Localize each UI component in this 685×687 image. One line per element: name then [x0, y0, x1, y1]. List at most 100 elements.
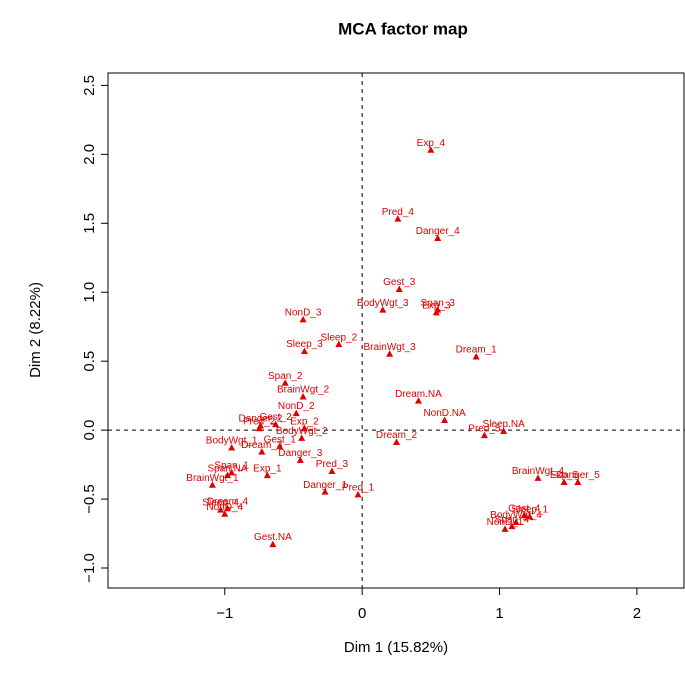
point: [508, 522, 516, 530]
point: [386, 350, 394, 357]
point-label: Gest_3: [383, 277, 416, 288]
point: [228, 468, 236, 476]
chart-title: MCA factor map: [338, 19, 468, 38]
point: [224, 471, 232, 479]
plot-frame: [107, 72, 685, 589]
point: [560, 478, 568, 486]
point: [281, 379, 289, 386]
point: [432, 308, 440, 316]
point-label: Danger_4: [416, 226, 460, 237]
point: [472, 353, 480, 360]
point: [228, 444, 236, 451]
point: [434, 234, 442, 241]
point-label: Danger_1: [303, 480, 347, 491]
y-tick-label: −0.5: [81, 484, 98, 514]
point: [221, 510, 229, 517]
point: [208, 481, 216, 488]
point: [379, 306, 387, 313]
point-label: Pred_1: [342, 483, 375, 494]
point-label: Dream_3: [241, 440, 283, 451]
point-label: BrainWgt_3: [364, 342, 417, 353]
point: [300, 347, 308, 355]
point-label: BrainWgt_2: [277, 385, 330, 396]
point: [258, 448, 266, 455]
y-tick-label: 0.5: [81, 351, 98, 372]
point-label: Gest_4: [508, 503, 541, 514]
point-label: BodyWgt_4: [490, 510, 542, 521]
x-axis-label: Dim 1 (15.82%): [344, 639, 448, 656]
y-tick-label: 1.0: [81, 282, 98, 303]
point: [520, 511, 528, 519]
point-label: Exp_2: [290, 416, 319, 427]
point-label: BrainWgt_4: [512, 466, 565, 477]
point: [394, 215, 402, 222]
point-label: Gest_2: [259, 412, 292, 423]
point: [501, 525, 509, 532]
x-tick-label: 1: [495, 605, 503, 622]
point: [298, 434, 306, 441]
point: [300, 424, 308, 432]
point: [395, 285, 403, 292]
point-label: Exp_5: [550, 470, 579, 481]
point: [335, 340, 343, 348]
point: [500, 427, 508, 435]
point-label: BodyWgt_2: [276, 426, 328, 437]
point-label: Pred_4: [382, 207, 415, 218]
point-label: Gest.NA: [254, 532, 292, 543]
point-label: Danger_5: [556, 470, 600, 481]
point-label: Span_4: [495, 514, 530, 525]
point: [574, 478, 582, 486]
y-tick-label: −1.0: [81, 553, 98, 583]
y-tick-label: 1.5: [81, 213, 98, 234]
point: [321, 488, 329, 495]
point-label: NonD.NA: [423, 408, 466, 419]
point: [255, 424, 263, 432]
point-label: Dream_4: [207, 496, 249, 507]
point-label: BodyWgt_1: [206, 436, 258, 447]
point-label: Dream_1: [456, 345, 498, 356]
point-label: NonD_3: [285, 307, 322, 318]
point: [276, 442, 284, 450]
point-label: Sleep_3: [286, 339, 323, 350]
point-label: Pred_3: [316, 459, 349, 470]
point-label: Sleep.NA: [483, 419, 526, 430]
point-label: Danger_2: [239, 414, 283, 425]
point: [299, 393, 307, 400]
point: [414, 397, 422, 404]
y-tick-label: 0.0: [81, 420, 98, 441]
point-label: Span.NA: [208, 463, 248, 474]
point-label: Exp_4: [417, 138, 446, 149]
point-label: NonD_1: [487, 517, 524, 528]
point: [263, 471, 271, 479]
point: [512, 518, 520, 526]
point-label: Sleep_2: [320, 332, 357, 343]
point: [427, 146, 435, 153]
point: [441, 416, 449, 423]
point-label: Pred_2: [243, 416, 276, 427]
y-tick-label: 2.0: [81, 144, 98, 165]
x-tick-label: 2: [633, 605, 641, 622]
point: [393, 438, 400, 446]
point-label: Span_1: [214, 461, 249, 472]
x-tick-label: −1: [216, 605, 233, 622]
point: [526, 512, 534, 520]
y-tick-label: 2.5: [81, 75, 98, 96]
point: [354, 490, 362, 498]
point-label: Span_2: [268, 371, 303, 382]
point-label: Span_3: [420, 298, 455, 309]
point: [299, 315, 307, 323]
point-label: Sleep_1: [511, 505, 548, 516]
point-label: NonD_2: [278, 401, 315, 412]
point-label: Exp_3: [422, 301, 451, 312]
point-label: BodyWgt_3: [357, 298, 409, 309]
point: [224, 504, 232, 512]
point-label: Sleep_4: [202, 498, 239, 509]
point: [217, 506, 225, 513]
point: [328, 467, 336, 474]
point: [269, 540, 277, 548]
point-label: BrainWgt_1: [186, 473, 239, 484]
point: [296, 456, 304, 463]
point-label: Dream_2: [376, 430, 418, 441]
point: [272, 420, 280, 428]
